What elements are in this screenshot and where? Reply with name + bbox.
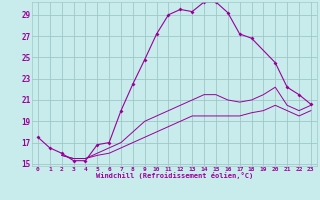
X-axis label: Windchill (Refroidissement éolien,°C): Windchill (Refroidissement éolien,°C) [96,172,253,179]
